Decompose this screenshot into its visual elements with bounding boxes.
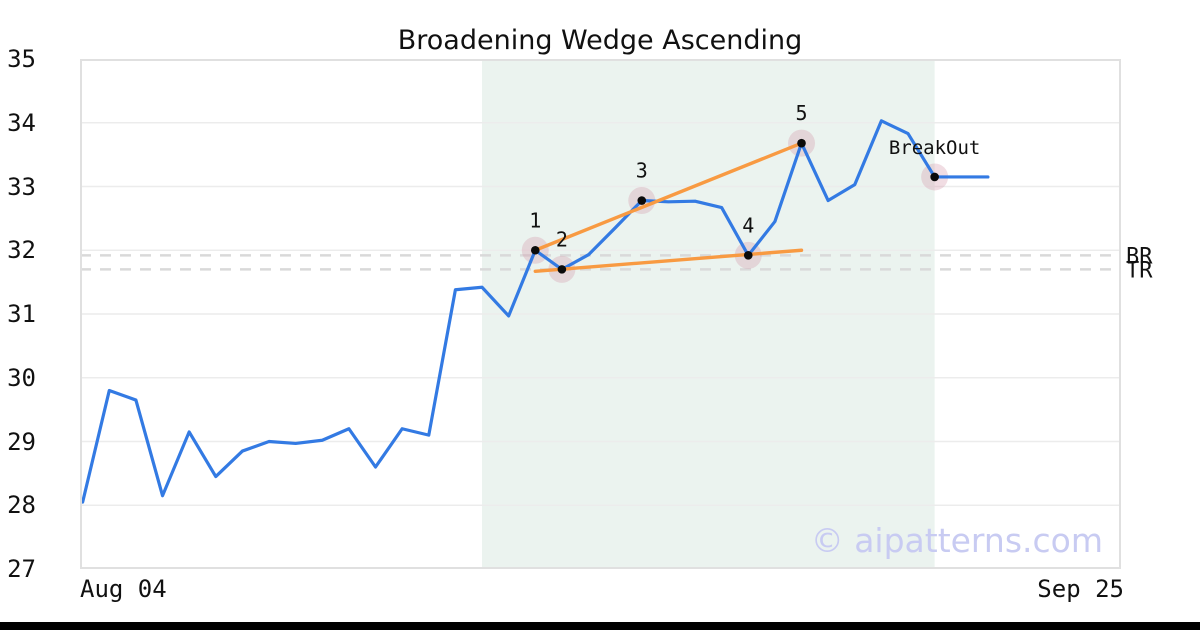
marker-dot [797, 138, 806, 148]
marker-dot [530, 245, 540, 255]
watermark: © aipatterns.com [810, 521, 1103, 560]
pattern-point-label-3: 3 [636, 159, 648, 183]
level-label-TR: TR [1126, 258, 1153, 283]
level-label-BR: BR [1126, 244, 1153, 269]
plot-area: BR TR 1 2 3 4 5 BreakOut [80, 59, 1153, 569]
pattern-point-label-2: 2 [556, 227, 568, 251]
marker-dot [930, 172, 939, 182]
lower-wedge-trendline [533, 248, 804, 273]
pattern-point-label-4: 4 [742, 213, 754, 237]
x-tick-label-end: Sep 25 [1037, 575, 1124, 603]
y-tick-label: 28 [7, 491, 36, 520]
y-tick-label: 35 [7, 45, 36, 73]
upper-wedge-trendline [533, 141, 804, 252]
pattern-point-label-1: 1 [529, 208, 541, 232]
chart-title: Broadening Wedge Ascending [397, 25, 803, 56]
marker-dot [557, 265, 567, 274]
marker-dot [637, 196, 647, 205]
x-tick-label-start: Aug 04 [80, 575, 167, 603]
y-tick-label: 34 [7, 108, 36, 137]
y-tick-label: 31 [7, 300, 36, 328]
marker-dot [743, 251, 753, 260]
y-tick-label: 32 [7, 236, 36, 265]
y-tick-label: 29 [7, 427, 36, 456]
y-tick-label: 30 [7, 363, 36, 392]
breakout-label: BreakOut [889, 137, 981, 159]
footer-bar [0, 622, 1200, 630]
y-tick-label: 27 [7, 555, 36, 583]
y-tick-label: 33 [7, 172, 36, 201]
pattern-point-label-5: 5 [795, 101, 807, 125]
plot-frame [80, 59, 1121, 569]
